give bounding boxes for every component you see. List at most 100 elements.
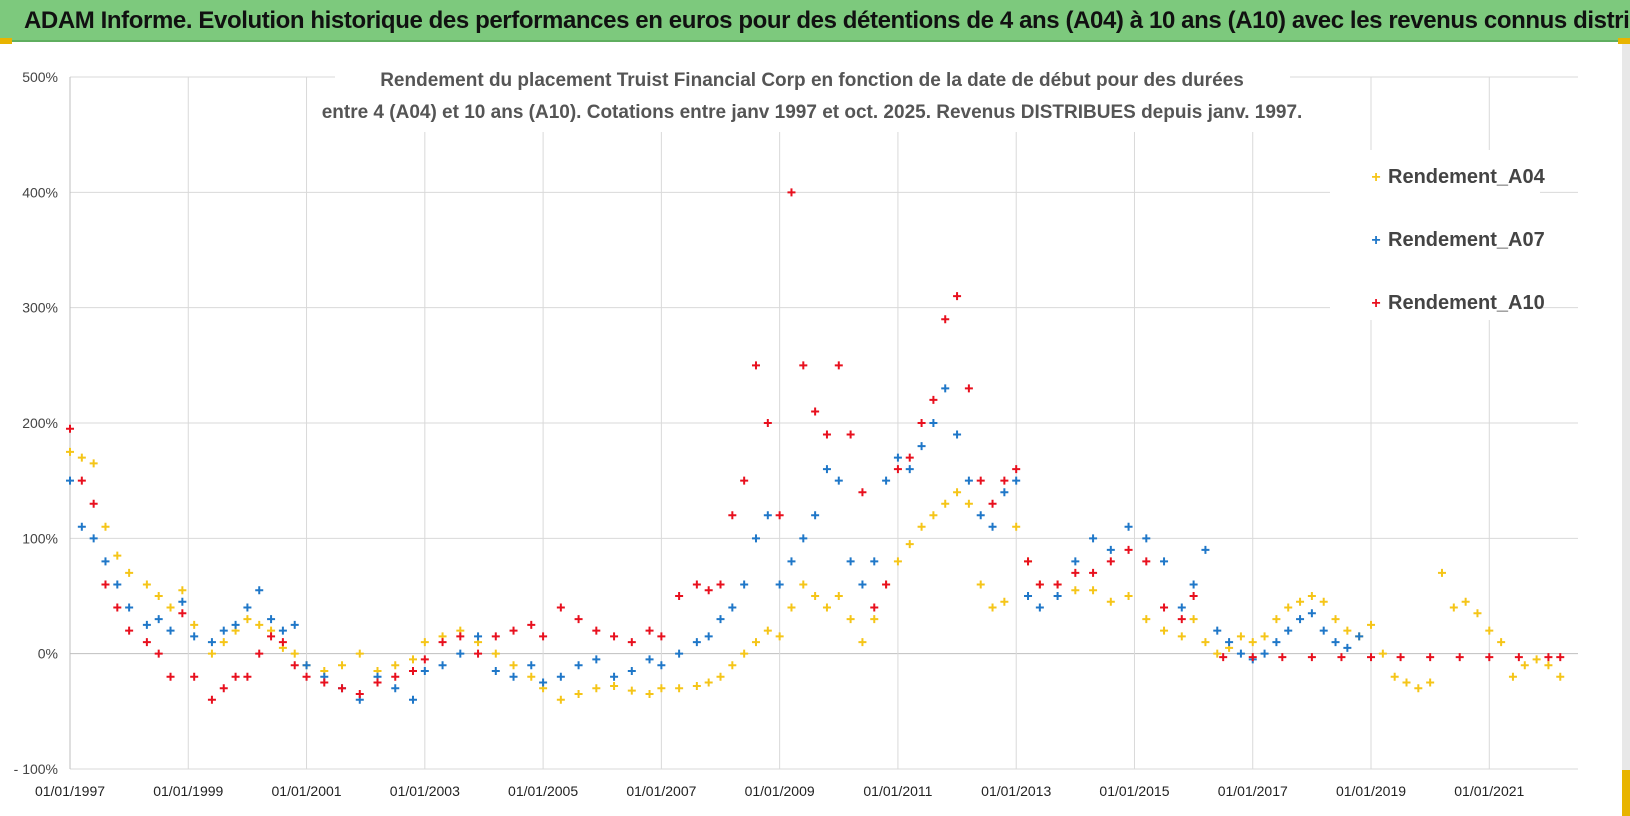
- data-point: [592, 626, 601, 635]
- data-point: [125, 568, 134, 577]
- data-point: [302, 672, 311, 681]
- data-point: [556, 603, 565, 612]
- y-axis-ticks: 500% 400% 300% 200% 100% 0% - 100%: [14, 69, 58, 777]
- x-tick-label: 01/01/2021: [1454, 783, 1524, 799]
- data-point: [905, 540, 914, 549]
- data-point: [1177, 603, 1186, 612]
- data-point: [610, 632, 619, 641]
- data-point: [1142, 615, 1151, 624]
- data-point: [231, 672, 240, 681]
- data-point: [1272, 638, 1281, 647]
- data-point: [166, 626, 175, 635]
- series-Rendement_A07: [66, 384, 1364, 704]
- data-point: [822, 603, 831, 612]
- data-point: [1248, 653, 1257, 662]
- data-point: [1426, 678, 1435, 687]
- data-point: [763, 419, 772, 427]
- data-point: [846, 557, 855, 566]
- data-point: [964, 384, 973, 393]
- data-point: [1260, 632, 1269, 641]
- data-point: [627, 638, 636, 647]
- data-point: [420, 655, 429, 664]
- data-point: [231, 620, 240, 629]
- data-point: [775, 632, 784, 641]
- data-point: [474, 649, 483, 658]
- data-point: [509, 661, 518, 670]
- data-point: [1000, 597, 1009, 606]
- data-point: [592, 655, 601, 664]
- data-point: [1035, 603, 1044, 612]
- data-point: [255, 586, 264, 595]
- data-point: [190, 632, 199, 641]
- data-point: [243, 603, 252, 612]
- data-point: [1455, 653, 1464, 662]
- data-point: [1053, 580, 1062, 589]
- data-point: [1514, 653, 1523, 662]
- data-point: [1142, 534, 1151, 543]
- data-point: [610, 672, 619, 681]
- data-point: [858, 580, 867, 589]
- data-point: [1089, 586, 1098, 595]
- data-point: [740, 476, 749, 485]
- data-point: [728, 603, 737, 612]
- data-point: [408, 666, 417, 675]
- data-point: [645, 690, 654, 699]
- data-point: [917, 442, 926, 451]
- data-point: [89, 459, 98, 468]
- data-point: [1343, 643, 1352, 652]
- data-point: [290, 620, 299, 629]
- data-point: [1000, 488, 1009, 497]
- data-point: [929, 511, 938, 520]
- data-point: [539, 632, 548, 641]
- data-point: [77, 476, 86, 485]
- x-tick-label: 01/01/2001: [272, 783, 342, 799]
- data-point: [1012, 522, 1021, 531]
- data-point: [89, 499, 98, 508]
- data-point: [527, 620, 536, 629]
- data-point: [1331, 615, 1340, 624]
- data-point: [675, 649, 684, 658]
- data-point: [905, 453, 914, 462]
- data-point: [645, 655, 654, 664]
- data-point: [154, 615, 163, 624]
- data-point: [1437, 568, 1446, 577]
- data-point: [834, 476, 843, 485]
- data-point: [976, 511, 985, 520]
- data-point: [988, 603, 997, 612]
- data-point: [751, 534, 760, 543]
- y-tick-label: 100%: [22, 530, 58, 546]
- x-tick-label: 01/01/2007: [626, 783, 696, 799]
- data-point: [716, 615, 725, 624]
- data-point: [858, 488, 867, 497]
- data-point: [1035, 580, 1044, 589]
- data-point: [243, 672, 252, 681]
- data-point: [1000, 476, 1009, 485]
- data-point: [1449, 603, 1458, 612]
- data-point: [190, 672, 199, 681]
- data-point: [1544, 653, 1553, 662]
- data-point: [657, 684, 666, 693]
- data-point: [1236, 632, 1245, 641]
- chart-title-line2: entre 4 (A04) et 10 ans (A10). Cotations…: [322, 102, 1303, 123]
- data-point: [338, 684, 347, 693]
- data-point: [66, 476, 74, 485]
- data-point: [113, 551, 122, 560]
- data-point: [1544, 661, 1553, 670]
- data-point: [870, 603, 879, 612]
- chart-title-line1: Rendement du placement Truist Financial …: [380, 70, 1244, 91]
- data-point: [1124, 522, 1133, 531]
- data-point: [1260, 649, 1269, 658]
- data-point: [574, 690, 583, 699]
- data-point: [1160, 626, 1169, 635]
- data-point: [456, 632, 465, 641]
- data-point: [692, 580, 701, 589]
- legend-marker-a04: +: [1371, 169, 1380, 186]
- data-point: [574, 615, 583, 624]
- data-point: [1071, 568, 1080, 577]
- data-point: [775, 511, 784, 520]
- data-point: [846, 615, 855, 624]
- data-point: [1284, 626, 1293, 635]
- data-point: [846, 430, 855, 439]
- data-point: [278, 638, 287, 647]
- data-point: [1319, 597, 1328, 606]
